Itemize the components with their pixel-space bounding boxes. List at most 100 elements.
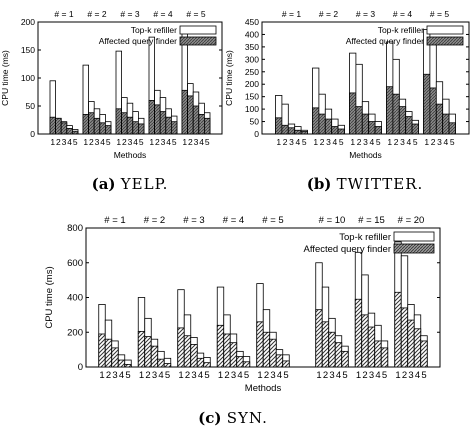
x-tick-label: 5 <box>204 370 209 381</box>
group-label: # = 1 <box>104 215 125 226</box>
x-tick-label: 4 <box>277 370 282 381</box>
bar-affected-query-finder <box>105 125 112 135</box>
group-label: # = 3 <box>356 9 375 19</box>
group-label: # = 1 <box>54 9 73 19</box>
bar-affected-query-finder <box>177 327 185 368</box>
x-tick-label: 1 <box>149 137 154 147</box>
x-tick-label: 5 <box>302 137 307 147</box>
x-tick-label: 4 <box>336 370 341 381</box>
y-tick-label: 100 <box>245 104 259 114</box>
x-tick-label: 3 <box>112 370 117 381</box>
x-tick-label: 2 <box>188 137 193 147</box>
x-tick-label: 2 <box>402 370 407 381</box>
x-tick-label: 3 <box>289 137 294 147</box>
x-axis-label: Methods <box>245 383 282 394</box>
x-tick-label: 5 <box>413 137 418 147</box>
group-label: # = 4 <box>393 9 412 19</box>
legend-label: Affected query finder <box>346 36 424 46</box>
bar-affected-query-finder <box>334 342 343 368</box>
legend-label: Top-k refiller <box>339 232 391 243</box>
bar-affected-query-finder <box>196 357 205 368</box>
x-tick-label: 1 <box>218 370 223 381</box>
x-tick-label: 1 <box>350 137 355 147</box>
bar-affected-query-finder <box>181 89 188 135</box>
x-tick-label: 2 <box>320 137 325 147</box>
legend-swatch <box>393 231 435 242</box>
y-axis-label: CPU time (ms) <box>0 50 10 106</box>
caption-name: TWITTER. <box>337 175 424 193</box>
legend-swatch <box>426 25 464 35</box>
bar-affected-query-finder <box>104 338 113 368</box>
legend-swatch <box>426 36 464 46</box>
x-tick-label: 4 <box>67 137 72 147</box>
bar-affected-query-finder <box>405 116 413 135</box>
group-label: # = 5 <box>186 9 205 19</box>
x-tick-label: 2 <box>56 137 61 147</box>
x-tick-label: 5 <box>172 137 177 147</box>
bar-affected-query-finder <box>192 105 200 135</box>
x-tick-label: 2 <box>185 370 190 381</box>
y-tick-label: 350 <box>245 42 259 52</box>
bar-affected-query-finder <box>300 131 308 135</box>
bar-affected-query-finder <box>183 335 192 368</box>
bar-affected-query-finder <box>124 363 132 368</box>
x-tick-label: 5 <box>106 137 111 147</box>
bar-affected-query-finder <box>321 321 330 368</box>
caption-name: YELP. <box>120 175 169 193</box>
bar-affected-query-finder <box>60 122 68 135</box>
x-tick-label: 2 <box>323 370 328 381</box>
group-label: # = 15 <box>358 215 385 226</box>
x-tick-label: 3 <box>326 137 331 147</box>
x-tick-label: 5 <box>450 137 455 147</box>
x-tick-label: 2 <box>431 137 436 147</box>
legend-label: Top-k refiller <box>378 25 424 35</box>
x-tick-label: 4 <box>296 137 301 147</box>
x-tick-label: 1 <box>387 137 392 147</box>
bar-affected-query-finder <box>367 326 376 368</box>
x-tick-label: 3 <box>95 137 100 147</box>
x-tick-label: 5 <box>73 137 78 147</box>
y-tick-label: 50 <box>26 101 36 111</box>
bar-affected-query-finder <box>132 121 139 135</box>
bar-affected-query-finder <box>354 298 363 368</box>
legend-swatch <box>179 36 217 46</box>
bar-affected-query-finder <box>341 350 349 368</box>
y-tick-label: 450 <box>245 17 259 27</box>
y-tick-label: 400 <box>67 293 83 304</box>
x-tick-label: 5 <box>244 370 249 381</box>
bar-affected-query-finder <box>282 360 290 368</box>
bar-affected-query-finder <box>411 123 419 135</box>
x-tick-label: 5 <box>376 137 381 147</box>
bar-affected-query-finder <box>88 112 95 135</box>
x-tick-label: 2 <box>394 137 399 147</box>
bar-affected-query-finder <box>318 113 326 135</box>
bar-affected-query-finder <box>429 87 437 135</box>
caption-name: SYN. <box>227 409 268 427</box>
bar-affected-query-finder <box>216 324 225 368</box>
x-tick-label: 4 <box>199 137 204 147</box>
x-tick-label: 1 <box>139 370 144 381</box>
x-tick-label: 4 <box>444 137 449 147</box>
x-tick-label: 3 <box>231 370 236 381</box>
bar-affected-query-finder <box>392 93 400 135</box>
x-tick-label: 2 <box>155 137 160 147</box>
bar-affected-query-finder <box>374 340 382 368</box>
x-tick-label: 5 <box>382 370 387 381</box>
y-tick-label: 0 <box>78 362 83 373</box>
x-tick-label: 1 <box>257 370 262 381</box>
group-label: # = 2 <box>319 9 338 19</box>
y-tick-label: 50 <box>250 117 260 127</box>
x-tick-label: 5 <box>205 137 210 147</box>
bar-affected-query-finder <box>287 127 296 135</box>
x-tick-label: 4 <box>119 370 124 381</box>
bar-affected-query-finder <box>198 114 205 135</box>
bar-affected-query-finder <box>150 345 159 368</box>
x-tick-label: 3 <box>270 370 275 381</box>
x-tick-label: 3 <box>329 370 334 381</box>
x-tick-label: 1 <box>276 137 281 147</box>
legend-swatch <box>393 243 435 254</box>
figure-caption: (c) SYN. <box>198 409 268 427</box>
x-tick-label: 1 <box>116 137 121 147</box>
x-tick-label: 3 <box>128 137 133 147</box>
